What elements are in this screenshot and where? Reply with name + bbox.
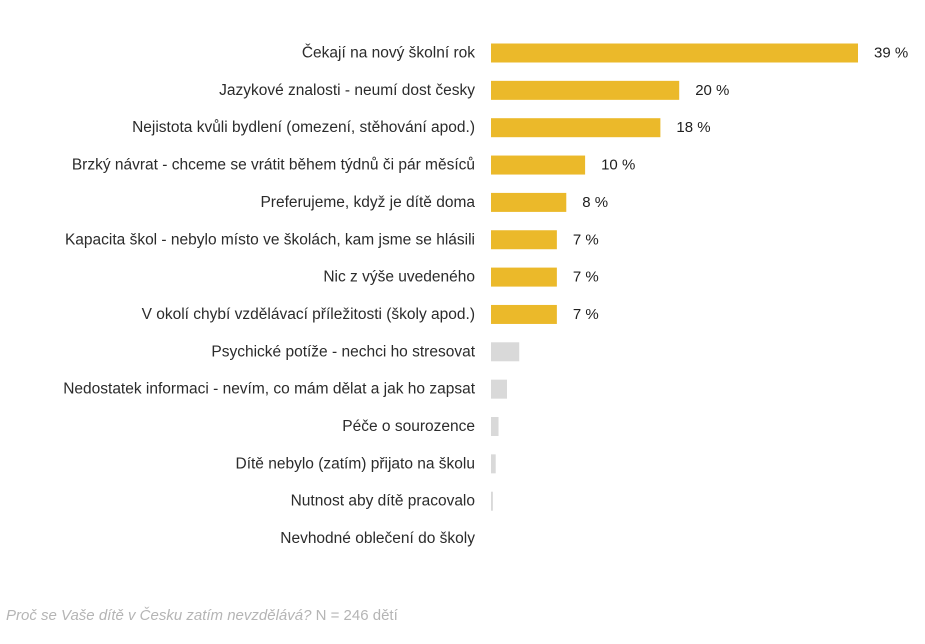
category-label: Nevhodné oblečení do školy — [280, 530, 475, 547]
chart-footnote: Proč se Vaše dítě v Česku zatím nevzdělá… — [6, 607, 398, 624]
category-label: Nutnost aby dítě pracovalo — [291, 493, 475, 510]
value-label: 7 % — [573, 231, 599, 248]
value-label: 39 % — [874, 45, 908, 62]
category-label: V okolí chybí vzdělávací příležitosti (š… — [142, 306, 475, 323]
bar — [491, 80, 680, 100]
bar — [491, 230, 557, 250]
category-label: Kapacita škol - nebylo místo ve školách,… — [65, 231, 475, 248]
category-label: Preferujeme, když je dítě doma — [260, 194, 475, 211]
category-label: Brzký návrat - chceme se vrátit během tý… — [72, 157, 475, 174]
value-label: 8 % — [582, 194, 608, 211]
category-label: Nic z výše uvedeného — [323, 269, 475, 286]
bar — [491, 342, 520, 362]
bar — [491, 155, 586, 175]
category-label: Jazykové znalosti - neumí dost česky — [219, 82, 475, 99]
category-label: Nejistota kvůli bydlení (omezení, stěhov… — [132, 119, 475, 136]
category-label: Psychické potíže - nechci ho stresovat — [211, 343, 475, 360]
category-label: Čekají na nový školní rok — [302, 45, 475, 62]
bar — [491, 379, 507, 399]
footnote-sample: N = 246 dětí — [311, 607, 398, 624]
value-label: 18 % — [676, 119, 710, 136]
bar — [491, 454, 496, 474]
bar — [491, 417, 499, 436]
bar — [491, 304, 557, 324]
bar — [491, 118, 661, 138]
category-label: Nedostatek informaci - nevím, co mám děl… — [63, 381, 475, 398]
bar — [491, 192, 567, 212]
bar — [491, 491, 493, 511]
footnote-question: Proč se Vaše dítě v Česku zatím nevzdělá… — [6, 607, 312, 624]
value-label: 7 % — [573, 306, 599, 323]
value-label: 7 % — [573, 269, 599, 286]
value-label: 20 % — [695, 82, 729, 99]
bar — [491, 267, 557, 287]
value-label: 10 % — [601, 157, 635, 174]
category-label: Péče o sourozence — [342, 418, 475, 435]
category-label: Dítě nebylo (zatím) přijato na školu — [236, 455, 476, 472]
bar-chart: Čekají na nový školní rok 39 % Jazykové zn… — [63, 43, 908, 547]
bar — [491, 43, 858, 63]
